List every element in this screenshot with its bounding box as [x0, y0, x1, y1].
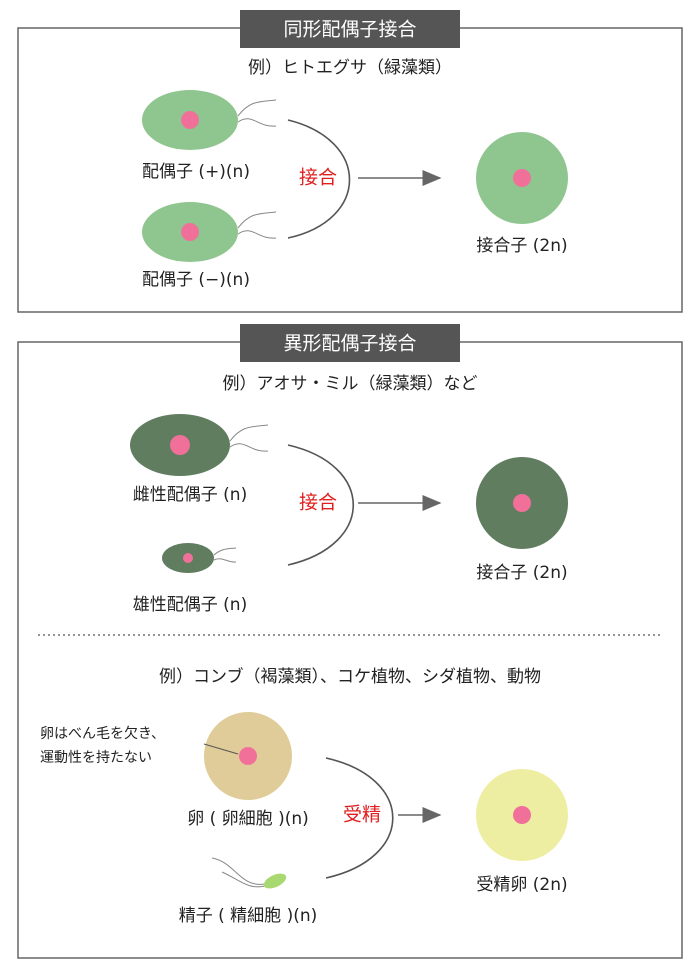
- note: 運動性を持たない: [40, 750, 152, 766]
- gamete-label: 配偶子 (−)(n): [142, 270, 250, 290]
- merge-curve: [287, 444, 354, 566]
- gamete: [142, 202, 277, 262]
- zygote: [476, 457, 568, 549]
- egg-label: 卵 ( 卵細胞 )(n): [187, 809, 309, 829]
- result-label: 接合子 (2n): [476, 236, 567, 256]
- section-box: [17, 341, 683, 959]
- fertilized-egg: [476, 769, 568, 861]
- section-title: 同形配偶子接合: [283, 19, 416, 41]
- male-gamete: [162, 543, 237, 573]
- gamete-label: 雄性配偶子 (n): [133, 595, 247, 615]
- process-label: 受精: [343, 804, 381, 826]
- gamete: [142, 90, 277, 150]
- section-title: 異形配偶子接合: [283, 333, 416, 355]
- gamete-label: 配偶子 (+)(n): [142, 162, 250, 182]
- section-header: [240, 10, 460, 48]
- process-label: 接合: [299, 167, 337, 189]
- result-label: 接合子 (2n): [476, 563, 567, 583]
- note-pointer: [203, 743, 239, 755]
- sperm-label: 精子 ( 精細胞 )(n): [179, 906, 318, 926]
- merge-curve: [325, 757, 394, 879]
- example: 例）コンブ（褐藻類）、コケ植物、シダ植物、動物: [159, 666, 541, 687]
- female-gamete: [130, 414, 269, 476]
- sperm: [211, 857, 287, 889]
- section-header: [240, 324, 460, 362]
- process-label: 接合: [299, 492, 337, 514]
- note: 卵はべん毛を欠き、: [40, 726, 165, 742]
- result-label: 受精卵 (2n): [476, 875, 567, 895]
- merge-curve: [287, 119, 351, 239]
- example: 例）アオサ・ミル（緑藻類）など: [223, 374, 478, 394]
- egg: [204, 712, 292, 800]
- gamete-label: 雌性配偶子 (n): [133, 485, 247, 505]
- example: 例）ヒトエグサ（緑藻類）: [248, 58, 452, 78]
- zygote: [476, 132, 568, 224]
